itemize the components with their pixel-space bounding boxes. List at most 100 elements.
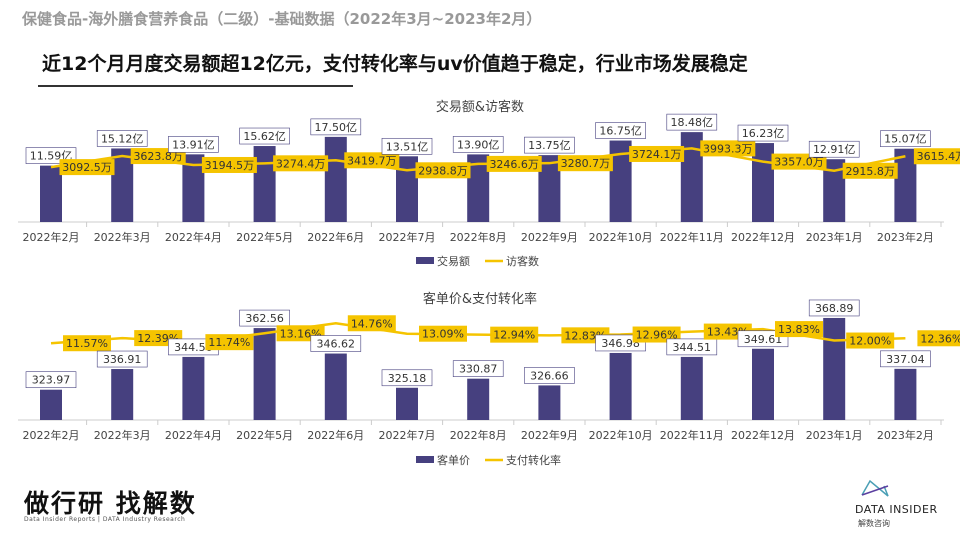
x-tick-label: 2022年3月 (94, 230, 151, 244)
line-label: 2938.8万 (418, 164, 468, 177)
line-label-box (347, 315, 396, 332)
bar (680, 356, 703, 420)
line-label-box (846, 332, 895, 349)
bar (609, 140, 632, 222)
x-tick-label: 2022年10月 (589, 428, 653, 442)
bar-label-box (666, 113, 718, 131)
x-tick-label: 2022年12月 (731, 230, 795, 244)
bar-label: 15.07亿 (884, 133, 927, 146)
bar (182, 356, 205, 420)
bar-label-box (239, 309, 290, 327)
legend-bar-swatch (416, 257, 434, 264)
x-tick-label: 2022年4月 (165, 230, 222, 244)
line-label: 3615.4万 (917, 150, 960, 163)
line-label: 2915.8万 (845, 165, 895, 178)
bar (253, 146, 276, 222)
bar-label: 12.91亿 (813, 143, 856, 156)
x-tick-label: 2022年8月 (450, 428, 507, 442)
line-label: 3993.3万 (703, 142, 753, 155)
bar-label-box (452, 136, 504, 153)
line-label: 12.94% (493, 329, 535, 342)
bar-label-box (880, 130, 931, 148)
bar-label: 13.75亿 (528, 139, 571, 152)
bar (467, 378, 490, 420)
line-label: 11.57% (66, 337, 108, 350)
bar-label: 337.04 (886, 353, 925, 366)
bar-label-box (666, 338, 718, 356)
line-label-box (63, 335, 111, 352)
line-label-box (201, 156, 257, 173)
bar-label: 336.91 (103, 353, 142, 366)
line-label-box (842, 162, 898, 179)
bar-label: 16.75亿 (599, 125, 642, 138)
bar (894, 148, 917, 222)
line-label-box (557, 155, 613, 172)
bar-label-box (808, 299, 860, 317)
logo-text: 做行研 找解数 (24, 489, 197, 518)
bar-label: 13.90亿 (457, 138, 500, 151)
bar (538, 155, 561, 222)
x-tick-label: 2022年7月 (379, 230, 436, 244)
x-tick-label: 2023年1月 (806, 428, 863, 442)
x-tick-label: 2022年4月 (165, 428, 222, 442)
bar-label-box (168, 136, 219, 153)
bar-label-box (452, 360, 504, 377)
line-label-box (344, 152, 400, 169)
bar (538, 385, 561, 420)
bar (40, 389, 62, 420)
x-tick-label: 2022年6月 (307, 428, 364, 442)
x-tick-label: 2022年6月 (307, 230, 364, 244)
line-label-box (273, 155, 329, 172)
line-label-box (629, 145, 685, 162)
line-label-box (775, 321, 823, 338)
page-title: 近12个月月度交易额超12亿元，支付转化率与uv价值趋于稳定，行业市场发展稳定 (42, 53, 748, 75)
bar-label: 349.61 (744, 333, 783, 346)
legend-line-label: 支付转化率 (506, 453, 561, 467)
line-label: 12.96% (636, 329, 678, 342)
x-tick-label: 2022年9月 (521, 230, 578, 244)
line-label: 3274.4万 (276, 157, 326, 170)
line-label-box (415, 162, 471, 179)
line-label-box (205, 334, 254, 351)
line-label: 3246.6万 (489, 158, 539, 171)
bar (823, 159, 846, 222)
bar (111, 369, 134, 420)
bar-label-box (310, 118, 362, 136)
page-subtitle: 保健食品-海外膳食营养食品（二级）-基础数据（2022年3月~2023年2月） (22, 10, 542, 28)
bar-label-box (310, 335, 362, 352)
bar-label: 346.62 (317, 338, 356, 351)
line-label-box (917, 330, 960, 347)
bar (324, 353, 347, 420)
line-label: 14.76% (351, 317, 393, 330)
bar-label: 15.12亿 (101, 132, 144, 145)
x-tick-label: 2022年10月 (589, 230, 653, 244)
x-tick-label: 2022年5月 (236, 230, 293, 244)
bar (609, 352, 632, 420)
x-tick-label: 2023年2月 (877, 230, 934, 244)
bar-label-box (96, 130, 148, 147)
bar-label-box (381, 137, 433, 155)
bar-label-box (96, 350, 148, 368)
bar-label: 16.23亿 (742, 127, 785, 140)
bar-label: 362.56 (245, 312, 284, 325)
line-label-box (486, 155, 542, 172)
x-tick-label: 2022年2月 (23, 230, 80, 244)
bar (253, 328, 276, 420)
legend-bar-label: 客单价 (437, 453, 470, 467)
line-label-box (632, 326, 681, 343)
line-label: 3092.5万 (62, 161, 112, 174)
line-label: 3724.1万 (632, 148, 682, 161)
line-label-box (490, 326, 539, 343)
bar-label: 325.18 (388, 372, 427, 385)
x-tick-label: 2022年8月 (450, 230, 507, 244)
legend-bar-label: 交易额 (437, 254, 470, 268)
bar-label-box (381, 369, 433, 387)
bar (680, 132, 703, 222)
bar-label-box (737, 124, 789, 142)
legend-bar-swatch (416, 456, 434, 463)
bar (324, 136, 347, 222)
x-tick-label: 2022年2月 (23, 428, 80, 442)
x-tick-label: 2022年7月 (379, 428, 436, 442)
line-label: 3623.8万 (133, 150, 183, 163)
chart-title: 客单价&支付转化率 (423, 291, 537, 307)
